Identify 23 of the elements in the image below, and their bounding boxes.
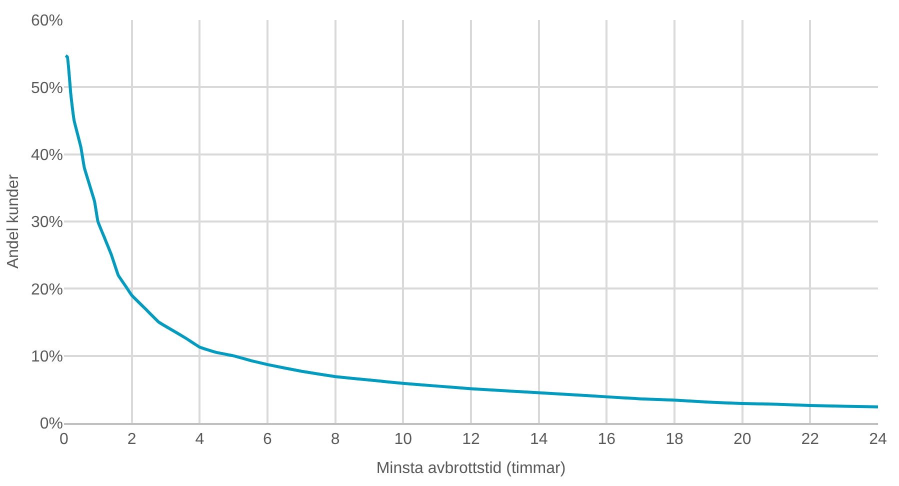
x-tick-label: 16 [598, 430, 616, 448]
y-tick-label: 0% [40, 416, 63, 433]
x-tick-label: 4 [195, 430, 204, 448]
y-tick-label: 10% [30, 348, 63, 366]
x-tick-label: 14 [530, 430, 548, 448]
x-tick-label: 18 [666, 430, 684, 448]
y-axis-title: Andel kunder [4, 174, 22, 269]
x-axis-title: Minsta avbrottstid (timmar) [376, 460, 566, 478]
x-tick-label: 20 [733, 430, 752, 448]
x-tick-label: 24 [869, 430, 887, 448]
x-tick-label: 8 [330, 430, 340, 448]
x-tick-label: 22 [801, 430, 820, 448]
x-tick-label: 6 [263, 430, 272, 448]
x-tick-label: 12 [462, 430, 480, 448]
x-tick-label: 2 [127, 430, 136, 448]
y-tick-label: 30% [30, 214, 63, 232]
y-tick-label: 40% [30, 146, 63, 164]
x-tick-label: 10 [394, 430, 412, 448]
line-series [64, 54, 878, 408]
x-tick-label: 0 [60, 430, 69, 448]
y-tick-label: 50% [30, 80, 63, 97]
y-tick-label: 20% [30, 281, 63, 298]
y-tick-label: 60% [30, 12, 63, 30]
